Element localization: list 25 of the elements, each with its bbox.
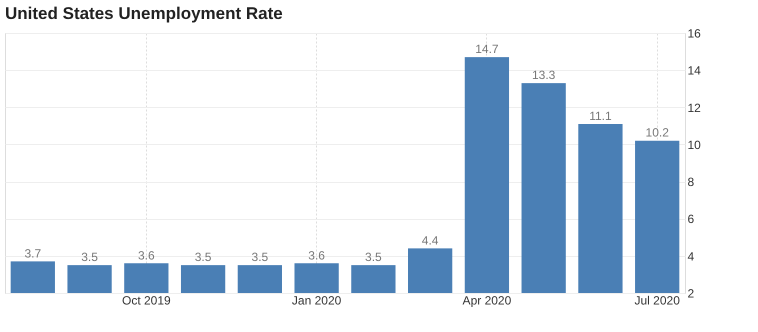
data-label: 3.6 (308, 248, 326, 262)
data-label: 3.5 (365, 250, 382, 264)
y-tick-label: 6 (688, 212, 694, 226)
data-label: 14.7 (475, 42, 499, 56)
data-label: 3.5 (81, 250, 98, 264)
x-tick-label: Apr 2020 (462, 294, 512, 308)
x-tick-label: Jul 2020 (634, 294, 680, 308)
x-tick-label: Jan 2020 (292, 294, 342, 308)
y-tick-label: 16 (688, 26, 702, 40)
data-label: 10.2 (646, 126, 670, 140)
data-label: 3.5 (194, 250, 212, 264)
y-tick-label: 10 (688, 138, 702, 152)
data-label: 11.1 (589, 109, 612, 123)
chart-title: United States Unemployment Rate (5, 4, 283, 23)
y-tick-label: 4 (688, 249, 694, 264)
x-tick-label: Oct 2019 (122, 294, 172, 308)
data-label: 3.6 (138, 248, 155, 262)
data-label: 3.5 (252, 250, 269, 264)
data-label: 13.3 (532, 68, 556, 82)
y-tick-label: 8 (688, 175, 694, 190)
data-label: 4.4 (422, 233, 439, 248)
y-tick-label: 2 (688, 286, 694, 300)
y-tick-label: 14 (688, 64, 702, 78)
data-label: 3.7 (24, 246, 42, 260)
y-tick-label: 12 (688, 100, 702, 115)
